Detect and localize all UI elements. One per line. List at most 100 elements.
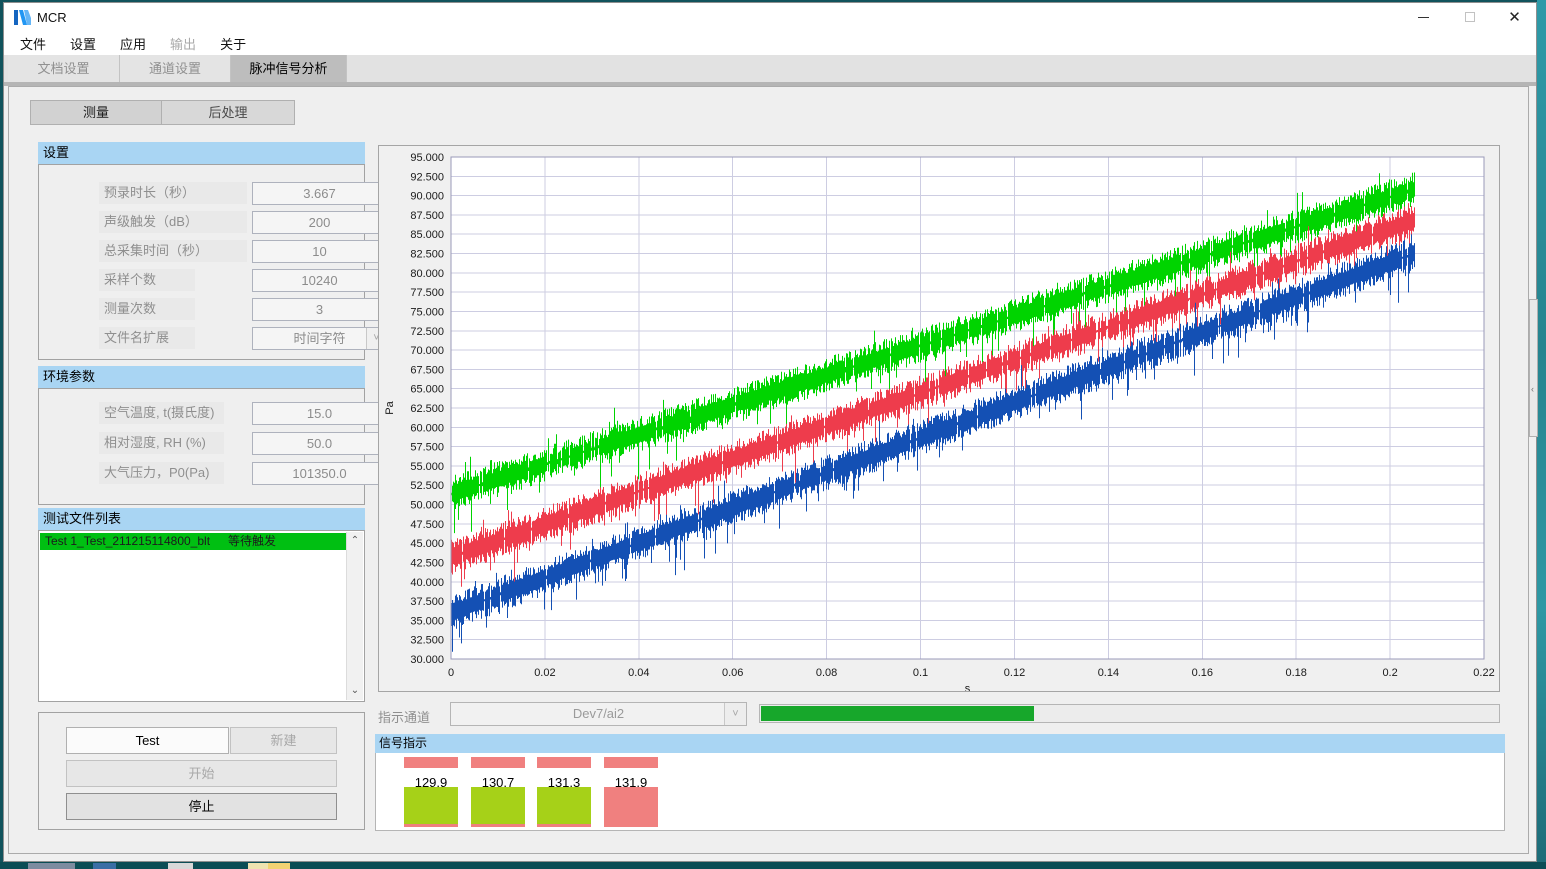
test-file-list[interactable]: Test 1_Test_211215114800_blt 等待触发 ⌃ ⌄ <box>38 530 365 702</box>
menu-item-about[interactable]: 关于 <box>220 37 247 52</box>
taskbar-item <box>248 863 268 869</box>
signal-level-block <box>404 787 458 827</box>
sample-count-label: 采样个数 <box>99 269 195 291</box>
signal-cell: 129.9 <box>404 753 458 831</box>
close-button[interactable]: ✕ <box>1492 3 1537 31</box>
svg-text:0.04: 0.04 <box>628 667 649 679</box>
minimize-icon <box>1418 16 1429 18</box>
menu-item-file[interactable]: 文件 <box>20 37 47 52</box>
humidity-label: 相对湿度, RH (%) <box>99 432 224 454</box>
filename-ext-label: 文件名扩展 <box>99 327 195 349</box>
signal-value: 131.9 <box>614 775 648 790</box>
pressure-field[interactable]: 101350.0 <box>252 462 387 485</box>
total-time-field[interactable]: 10 <box>252 240 387 263</box>
measure-count-field[interactable]: 3 <box>252 298 387 321</box>
new-button[interactable]: 新建 <box>230 727 337 754</box>
svg-text:0: 0 <box>448 667 454 679</box>
file-status: 等待触发 <box>228 534 277 548</box>
svg-text:95.000: 95.000 <box>410 152 444 164</box>
menu-item-settings[interactable]: 设置 <box>70 37 97 52</box>
list-scrollbar[interactable]: ⌃ ⌄ <box>346 532 363 700</box>
total-time-label: 总采集时间（秒） <box>99 240 247 262</box>
svg-text:75.000: 75.000 <box>410 307 444 319</box>
signal-level-block <box>537 787 591 827</box>
humidity-field[interactable]: 50.0 <box>252 432 387 455</box>
indicator-channel-select[interactable]: Dev7/ai2 ˅ <box>450 702 747 726</box>
prerecord-duration-field[interactable]: 3.667 <box>252 182 387 205</box>
svg-text:85.000: 85.000 <box>410 229 444 241</box>
app-icon <box>14 10 31 25</box>
test-name-input[interactable] <box>66 727 229 754</box>
svg-text:0.2: 0.2 <box>1382 667 1397 679</box>
level-trigger-field[interactable]: 200 <box>252 211 387 234</box>
menu-bar: 文件 设置 应用 输出 关于 <box>4 32 1536 55</box>
signal-led <box>604 757 658 768</box>
signal-led <box>471 757 525 768</box>
tab-postprocess[interactable]: 后处理 <box>161 100 295 125</box>
desktop-taskbar <box>0 862 1546 869</box>
svg-text:30.000: 30.000 <box>410 654 444 666</box>
svg-text:62.500: 62.500 <box>410 403 444 415</box>
start-button[interactable]: 开始 <box>66 760 337 787</box>
filename-ext-value: 时间字符 <box>293 331 346 346</box>
signal-value: 131.3 <box>547 775 581 790</box>
signal-cell: 130.7 <box>471 753 525 831</box>
svg-text:0.14: 0.14 <box>1098 667 1119 679</box>
minimize-button[interactable] <box>1401 3 1446 31</box>
svg-text:0.06: 0.06 <box>722 667 743 679</box>
collapse-icon: ‹ <box>1531 384 1534 395</box>
svg-text:42.500: 42.500 <box>410 558 444 570</box>
svg-text:67.500: 67.500 <box>410 364 444 376</box>
svg-text:77.500: 77.500 <box>410 287 444 299</box>
tab-bar: 文档设置 通道设置 脉冲信号分析 <box>4 55 1536 82</box>
tab-measure[interactable]: 测量 <box>30 100 162 125</box>
tab-pulse-signal-analysis[interactable]: 脉冲信号分析 <box>231 55 347 82</box>
taskbar-item <box>268 863 290 869</box>
chevron-down-icon[interactable]: ˅ <box>724 703 746 725</box>
signal-value: 129.9 <box>414 775 448 790</box>
side-panel-handle[interactable]: ‹ <box>1529 299 1538 437</box>
svg-text:52.500: 52.500 <box>410 480 444 492</box>
chart-svg: 30.000 32.500 35.000 37.500 40.000 42.500 45.0… <box>384 152 1495 695</box>
scroll-down-icon[interactable]: ⌄ <box>350 685 360 696</box>
svg-text:50.000: 50.000 <box>410 500 444 512</box>
filename-ext-dropdown[interactable]: 时间字符 ˅ <box>252 327 387 350</box>
svg-text:92.500: 92.500 <box>410 171 444 183</box>
signal-value: 130.7 <box>481 775 515 790</box>
file-list-section-header: 测试文件列表 <box>38 508 365 530</box>
sample-count-field[interactable]: 10240 <box>252 269 387 292</box>
tab-channel-settings[interactable]: 通道设置 <box>120 55 231 82</box>
air-temp-label: 空气温度, t(摄氏度) <box>99 402 224 424</box>
svg-text:35.000: 35.000 <box>410 615 444 627</box>
svg-text:32.500: 32.500 <box>410 635 444 647</box>
svg-text:Pa: Pa <box>384 400 396 414</box>
taskbar-item <box>93 863 116 869</box>
svg-text:0.1: 0.1 <box>913 667 928 679</box>
air-temp-field[interactable]: 15.0 <box>252 402 387 425</box>
run-control-group: 新建 开始 停止 <box>38 712 365 830</box>
svg-text:0.12: 0.12 <box>1004 667 1025 679</box>
prerecord-duration-label: 预录时长（秒） <box>99 182 247 204</box>
progress-bar <box>759 704 1500 723</box>
svg-text:0.16: 0.16 <box>1192 667 1213 679</box>
svg-text:37.500: 37.500 <box>410 596 444 608</box>
menu-item-apply[interactable]: 应用 <box>120 37 147 52</box>
tab-document-settings[interactable]: 文档设置 <box>8 55 120 82</box>
list-item[interactable]: Test 1_Test_211215114800_blt 等待触发 <box>40 533 346 550</box>
stop-button[interactable]: 停止 <box>66 793 337 820</box>
svg-text:0.02: 0.02 <box>534 667 555 679</box>
signal-section-header: 信号指示 <box>375 734 1505 753</box>
settings-group-box: 预录时长（秒） 3.667 声级触发（dB） 200 总采集时间（秒） 10 采… <box>38 164 387 360</box>
signal-cell: 131.3 <box>537 753 591 831</box>
close-icon: ✕ <box>1508 9 1521 26</box>
menu-item-output[interactable]: 输出 <box>170 37 197 52</box>
desktop-edge-right <box>1537 0 1546 869</box>
svg-text:65.000: 65.000 <box>410 384 444 396</box>
svg-text:57.500: 57.500 <box>410 442 444 454</box>
svg-text:47.500: 47.500 <box>410 519 444 531</box>
maximize-button[interactable] <box>1447 3 1492 31</box>
measure-count-label: 测量次数 <box>99 298 195 320</box>
scroll-up-icon[interactable]: ⌃ <box>350 535 360 546</box>
tab-bar-separator <box>4 82 1536 86</box>
